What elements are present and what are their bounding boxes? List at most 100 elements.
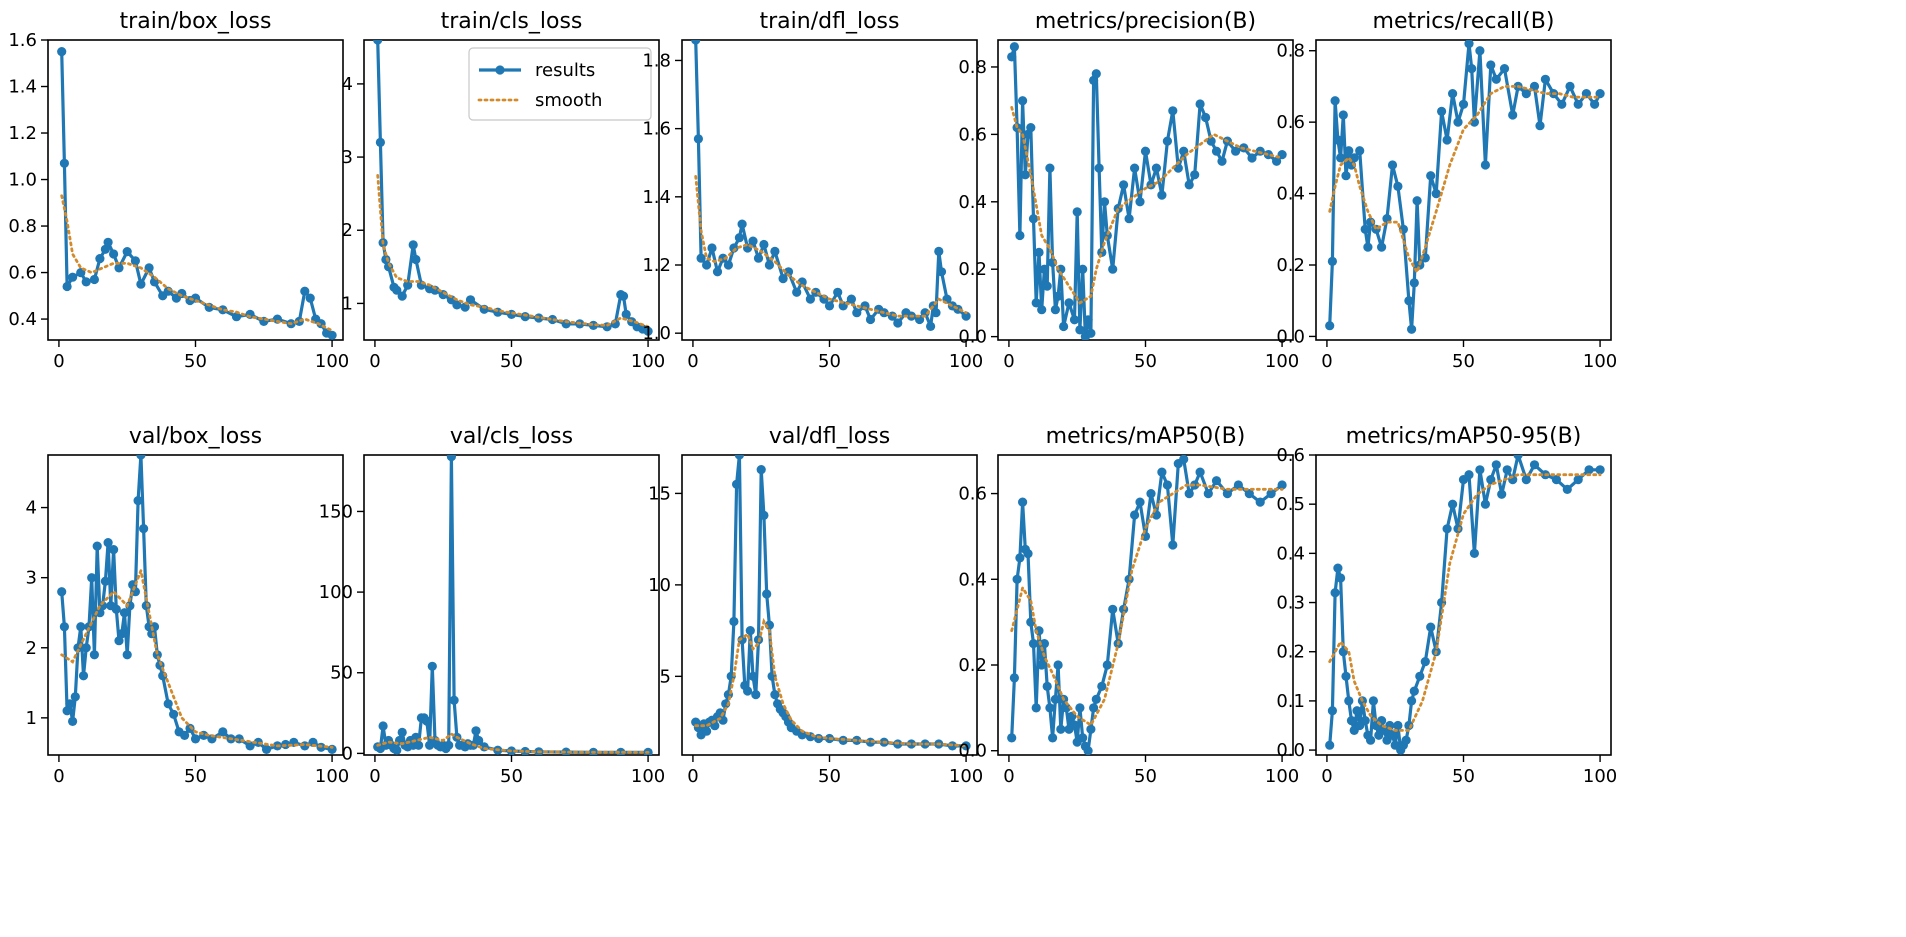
- results-data-point: [327, 330, 337, 340]
- results-data-point: [100, 244, 110, 254]
- y-tick-label: 1.0: [642, 323, 671, 344]
- y-tick-label: 100: [319, 582, 353, 603]
- results-data-point: [1247, 153, 1257, 163]
- results-data-point: [1442, 135, 1452, 145]
- subplot-2: train/cls_loss 0 50 100 1 2 3 4 results smooth: [342, 9, 666, 372]
- results-data-point: [130, 256, 140, 266]
- results-data-point: [702, 260, 712, 270]
- y-tick-label: 0.6: [1276, 112, 1305, 133]
- results-data-point: [103, 237, 113, 247]
- results-data-point: [702, 726, 712, 736]
- results-data-point: [1039, 639, 1049, 649]
- x-tick-label: 0: [53, 766, 64, 787]
- x-tick-label: 100: [631, 351, 665, 372]
- results-data-point: [1401, 735, 1411, 745]
- subplot-title: train/box_loss: [120, 9, 272, 34]
- results-data-point: [59, 158, 69, 168]
- results-data-point: [1233, 480, 1243, 490]
- y-tick-label: 0.0: [1276, 740, 1305, 761]
- x-tick-label: 50: [500, 351, 523, 372]
- x-tick-label: 100: [949, 766, 983, 787]
- results-data-point: [1146, 489, 1156, 499]
- results-data-point: [1173, 163, 1183, 173]
- results-data-point: [1475, 465, 1485, 475]
- results-data-point: [397, 727, 407, 738]
- results-data-point: [1325, 321, 1335, 331]
- subplot-title: metrics/recall(B): [1373, 9, 1555, 34]
- subplot-3: train/dfl_loss 0 50 100 1.0 1.2 1.4 1.6 1.8: [642, 9, 983, 372]
- results-data-point: [109, 249, 119, 259]
- results-data-point: [1083, 746, 1093, 755]
- smooth-series-line: [694, 617, 968, 748]
- results-data-point: [1464, 40, 1474, 49]
- results-data-point: [1069, 315, 1080, 325]
- y-tick-label: 0.0: [958, 327, 987, 348]
- x-tick-label: 0: [687, 766, 698, 787]
- results-data-point: [1050, 694, 1060, 704]
- results-data-point: [759, 239, 769, 250]
- x-tick-label: 50: [1134, 766, 1157, 787]
- results-data-point: [734, 233, 745, 243]
- results-data-point: [770, 690, 780, 700]
- results-data-point: [1162, 136, 1172, 146]
- y-tick-label: 0.6: [8, 263, 37, 284]
- results-data-point: [748, 236, 758, 246]
- results-data-point: [1031, 703, 1041, 713]
- results-data-point: [691, 40, 701, 45]
- results-data-point: [78, 671, 89, 681]
- results-data-point: [1338, 110, 1348, 120]
- results-data-point: [139, 524, 149, 534]
- results-data-point: [392, 285, 402, 295]
- results-data-point: [1407, 324, 1417, 334]
- results-data-point: [1135, 497, 1145, 507]
- smooth-series-line: [1010, 106, 1284, 305]
- results-data-point: [1031, 298, 1041, 308]
- results-data-point: [1263, 150, 1273, 160]
- results-data-point: [1201, 112, 1211, 123]
- results-data-point: [1007, 52, 1017, 62]
- results-data-point: [180, 730, 190, 741]
- results-data-point: [261, 744, 272, 755]
- y-tick-label: 15: [648, 483, 671, 504]
- y-tick-label: 0.5: [1276, 494, 1305, 515]
- results-data-point: [1015, 230, 1025, 241]
- results-data-point: [1355, 146, 1365, 156]
- results-data-point: [1056, 724, 1066, 734]
- results-data-point: [762, 589, 772, 599]
- results-data-point: [1426, 171, 1436, 181]
- results-data-point: [1407, 696, 1417, 706]
- results-data-point: [62, 706, 72, 716]
- results-data-point: [1508, 110, 1518, 120]
- results-data-point: [1469, 548, 1479, 559]
- results-data-point: [696, 253, 706, 263]
- y-tick-label: 1.2: [642, 255, 671, 276]
- subplot-9: metrics/mAP50(B) 0 50 100 0.0 0.2 0.4 0.6: [958, 424, 1299, 787]
- results-data-point: [452, 300, 462, 310]
- x-tick-label: 0: [53, 351, 64, 372]
- results-data-point: [797, 277, 807, 287]
- results-data-point: [926, 321, 936, 331]
- results-data-point: [87, 573, 97, 583]
- subplot-title: metrics/mAP50(B): [1046, 424, 1246, 449]
- results-data-point: [1089, 703, 1099, 713]
- results-data-point: [1437, 106, 1447, 116]
- y-tick-label: 0.2: [958, 655, 987, 676]
- results-data-point: [1442, 524, 1452, 534]
- smooth-series-line: [1010, 483, 1284, 727]
- results-data-point: [1023, 549, 1033, 559]
- results-series-line: [694, 40, 968, 328]
- results-data-point: [81, 643, 91, 653]
- x-tick-label: 50: [1134, 351, 1157, 372]
- y-tick-label: 4: [342, 74, 353, 95]
- y-tick-label: 0.4: [8, 309, 37, 330]
- results-data-point: [1540, 74, 1550, 84]
- results-data-point: [70, 692, 80, 702]
- results-data-point: [743, 686, 753, 696]
- smooth-series-line: [60, 194, 334, 333]
- results-data-point: [408, 240, 418, 250]
- results-data-point: [1034, 247, 1044, 257]
- results-data-point: [1026, 123, 1036, 133]
- subplot-8: val/dfl_loss 0 50 100 5 10 15: [648, 424, 983, 787]
- legend-results-marker: [495, 65, 505, 75]
